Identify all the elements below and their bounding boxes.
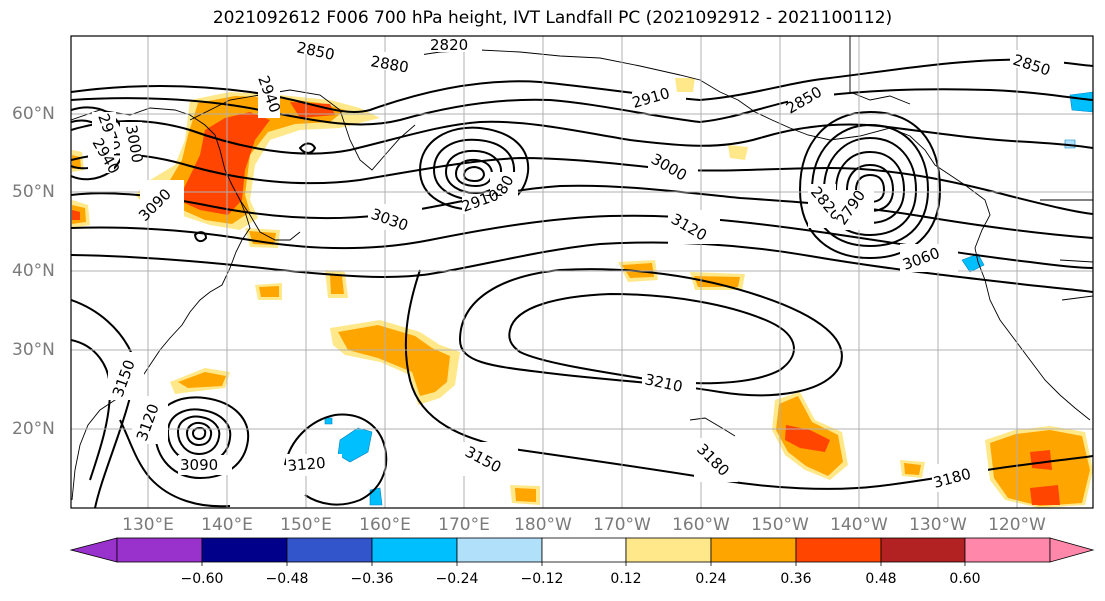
- colorbar-tick-label: 0.36: [780, 571, 812, 587]
- colorbar-tick-label: 0.12: [610, 571, 642, 587]
- contour-label: 2820: [430, 36, 468, 54]
- lat-label: 30°N: [12, 340, 55, 360]
- lat-label: 20°N: [12, 419, 55, 439]
- lon-label: 140°W: [830, 515, 888, 535]
- colorbar-tick-label: −0.60: [180, 571, 224, 587]
- lon-label: 130°E: [122, 515, 174, 535]
- colorbar-bin: [286, 537, 373, 563]
- colorbar-bin: [541, 537, 627, 563]
- colorbar-bin: [371, 537, 458, 563]
- map-title: 2021092612 F006 700 hPa height, IVT Land…: [212, 8, 893, 28]
- colorbar: [69, 537, 1095, 566]
- colorbar-bin: [625, 537, 712, 563]
- lat-label: 60°N: [12, 104, 55, 124]
- lon-label: 120°W: [988, 515, 1046, 535]
- colorbar-tick-label: 0.48: [865, 571, 897, 587]
- map-frame: [70, 35, 1094, 509]
- colorbar-tick-label: −0.48: [265, 571, 309, 587]
- map-content: 2850 2820 2880 2850 2910 2850 2940 2970 …: [71, 36, 1093, 508]
- colorbar-tick-label: −0.12: [520, 571, 564, 587]
- lon-label: 180°W: [514, 515, 572, 535]
- colorbar-extend-high: [1049, 537, 1095, 563]
- colorbar-tick-label: −0.24: [435, 571, 479, 587]
- colorbar-bin: [880, 537, 966, 563]
- colorbar-bin: [456, 537, 543, 563]
- lat-label: 40°N: [12, 261, 55, 281]
- colorbar-bin: [201, 537, 288, 563]
- lon-label: 160°E: [359, 515, 411, 535]
- colorbar-tick-label: 0.60: [949, 571, 981, 587]
- contour-label: 3090: [180, 456, 218, 474]
- lon-label: 150°W: [751, 515, 809, 535]
- contour-label: 3120: [287, 454, 327, 475]
- colorbar-bin: [964, 537, 1051, 563]
- colorbar-tick-label: −0.36: [350, 571, 394, 587]
- lat-label: 50°N: [12, 182, 55, 202]
- lon-label: 170°W: [593, 515, 651, 535]
- colorbar-bin: [710, 537, 797, 563]
- colorbar-tick-label: 0.24: [695, 571, 727, 587]
- colorbar-bin: [116, 537, 203, 563]
- lon-label: 160°W: [672, 515, 730, 535]
- lon-label: 150°E: [280, 515, 332, 535]
- lon-label: 140°E: [201, 515, 253, 535]
- graticule: [71, 36, 1093, 508]
- lon-label: 170°E: [438, 515, 490, 535]
- colorbar-extend-low: [69, 537, 118, 563]
- colorbar-bin: [795, 537, 882, 563]
- lon-label: 130°W: [909, 515, 967, 535]
